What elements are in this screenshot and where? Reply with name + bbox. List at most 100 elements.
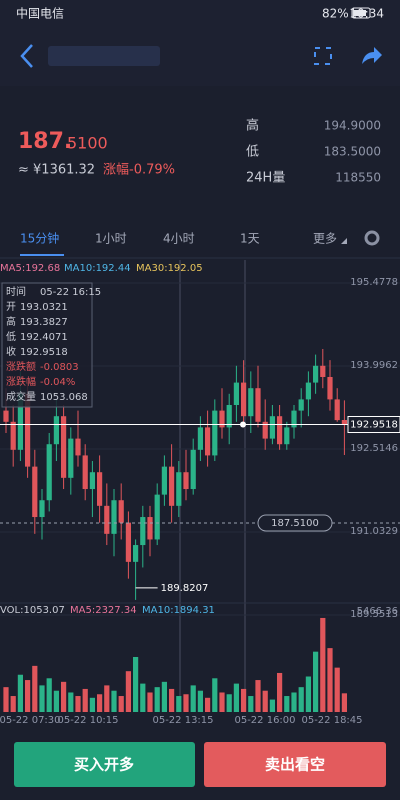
price-change: 涨幅-0.79% xyxy=(103,163,175,178)
candle-body xyxy=(219,410,225,428)
price-tag-box xyxy=(257,514,333,532)
sell-button[interactable] xyxy=(204,742,386,787)
stat-value: 194.9000 xyxy=(324,119,381,133)
x-tick-label: 05-22 13:15 xyxy=(152,715,213,726)
volume-bar xyxy=(219,692,225,712)
candle-body xyxy=(25,393,31,467)
candle-body xyxy=(53,416,59,445)
volume-indicator: MA5:2327.34 xyxy=(70,605,137,616)
share-button[interactable] xyxy=(362,47,382,64)
timeframe-tab[interactable]: 4小时 xyxy=(163,232,195,246)
y-tick-label: 189.5513 xyxy=(350,609,398,620)
volume-bar xyxy=(75,696,81,712)
volume-bar xyxy=(97,694,103,712)
volume-bar xyxy=(89,697,95,712)
info-label: 时间 xyxy=(6,285,26,298)
volume-bar xyxy=(262,690,268,712)
candle-body xyxy=(313,365,319,383)
timeframe-tab[interactable]: 1小时 xyxy=(95,232,127,246)
candle-body xyxy=(169,466,175,506)
volume-bar xyxy=(39,685,45,712)
battery-level xyxy=(354,10,366,16)
candle-body xyxy=(277,416,283,445)
price-decimal: 5100 xyxy=(67,134,108,153)
volume-bar xyxy=(53,690,59,712)
candle-body xyxy=(104,505,110,534)
volume-bar xyxy=(104,685,110,712)
x-tick-label: 05-22 07:30 xyxy=(0,715,61,726)
candle-body xyxy=(269,416,275,439)
candle-body xyxy=(291,410,297,428)
info-value: 1053.068 xyxy=(40,392,88,403)
candle-body xyxy=(133,545,139,562)
battery-icon xyxy=(351,7,371,19)
candle-body xyxy=(140,517,146,546)
volume-bar xyxy=(125,671,131,712)
info-value: 193.3827 xyxy=(20,317,68,328)
volume-bar xyxy=(305,676,311,712)
volume-bar xyxy=(341,693,347,712)
volume-bar xyxy=(10,696,16,712)
info-label: 低 xyxy=(6,330,16,343)
stat-value: 183.5000 xyxy=(324,145,381,159)
candle-body xyxy=(161,466,167,495)
volume-bar xyxy=(320,617,326,712)
candle-body xyxy=(68,438,74,478)
timeframe-tab[interactable]: 更多 xyxy=(313,232,337,246)
info-label: 成交量 xyxy=(6,390,36,403)
settings-button[interactable] xyxy=(364,230,380,246)
volume-bar xyxy=(154,687,160,712)
volume-bar xyxy=(169,688,175,712)
volume-bar xyxy=(248,696,254,712)
fullscreen-button[interactable] xyxy=(314,47,332,65)
volume-tick-label: 5466.36 xyxy=(357,606,398,617)
x-tick-label: 05-22 16:00 xyxy=(234,715,295,726)
volume-bar xyxy=(111,690,117,712)
volume-bar xyxy=(190,685,196,712)
volume-bar xyxy=(291,692,297,712)
candle-body xyxy=(284,427,290,445)
info-box xyxy=(1,282,93,408)
info-value: 193.0321 xyxy=(20,302,68,313)
volume-bar xyxy=(241,688,247,712)
candle-body xyxy=(320,365,326,377)
candle-body xyxy=(10,421,16,450)
candle-body xyxy=(125,522,131,562)
stat-label: 24H量 xyxy=(246,171,285,186)
price-cny: ≈ ¥1361.32 xyxy=(18,163,95,178)
low-marker-label: 189.8207 xyxy=(161,583,209,594)
volume-bar xyxy=(176,696,182,712)
more-arrow xyxy=(341,238,347,244)
candle-body xyxy=(39,500,45,518)
y-tick-label: 193.9962 xyxy=(350,360,398,371)
info-label: 涨跌额 xyxy=(6,360,36,373)
candle-body xyxy=(154,494,160,540)
candle-body xyxy=(118,500,124,523)
candle-body xyxy=(212,410,218,456)
crosshair-dot xyxy=(240,421,246,428)
stat-value: 118550 xyxy=(335,171,381,185)
current-price-label: 192.9518 xyxy=(350,420,398,431)
candle-body xyxy=(341,420,347,425)
info-label: 涨跌幅 xyxy=(6,375,36,388)
ma-indicator: MA5:192.68 xyxy=(0,263,60,274)
volume-bar xyxy=(212,678,218,712)
candle-body xyxy=(147,517,153,540)
volume-bar xyxy=(133,656,139,712)
buy-button[interactable] xyxy=(14,742,195,787)
current-price-box xyxy=(347,416,400,434)
volume-bar xyxy=(313,651,319,712)
volume-bar xyxy=(255,680,261,712)
battery: 82% xyxy=(322,7,349,21)
back-button[interactable] xyxy=(20,44,33,68)
ma-indicator: MA10:192.44 xyxy=(64,263,131,274)
candle-body xyxy=(89,472,95,490)
info-label: 开 xyxy=(6,302,16,313)
stat-label: 低 xyxy=(246,145,259,160)
info-value: 192.4071 xyxy=(20,332,68,343)
timeframe-tab[interactable]: 1天 xyxy=(240,232,260,246)
candle-body xyxy=(205,427,211,456)
candle-body xyxy=(46,444,52,501)
timeframe-tab[interactable]: 15分钟 xyxy=(20,231,59,246)
